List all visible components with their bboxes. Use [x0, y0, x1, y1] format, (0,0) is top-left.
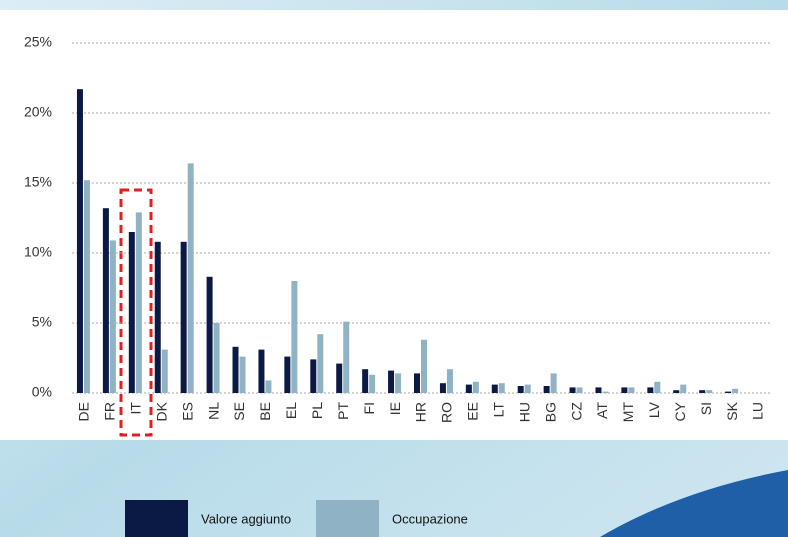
bar	[239, 356, 246, 393]
bar	[524, 384, 531, 393]
x-tick-label: HR	[413, 402, 429, 422]
x-tick-label: ES	[179, 402, 195, 421]
y-tick-label: 5%	[32, 314, 52, 330]
decor-wave	[600, 470, 788, 537]
bar	[109, 240, 116, 393]
bar	[388, 370, 395, 393]
bar	[284, 356, 291, 393]
x-tick-label: CY	[672, 401, 688, 421]
bar	[414, 373, 420, 393]
x-tick-label: BG	[542, 402, 558, 422]
legend: Valore aggiunto Occupazione	[125, 500, 468, 537]
x-tick-label: BE	[257, 402, 273, 421]
bar	[421, 339, 427, 393]
bar	[446, 369, 453, 393]
x-tick-label: SE	[231, 402, 247, 421]
bar	[543, 386, 550, 393]
bar	[732, 388, 739, 393]
bar	[491, 384, 498, 393]
x-tick-label: SI	[698, 402, 714, 415]
bar	[680, 384, 687, 393]
bar	[83, 180, 90, 393]
legend-label: Valore aggiunto	[201, 511, 291, 526]
legend-swatch	[125, 500, 188, 537]
x-tick-label: DK	[153, 401, 169, 421]
y-tick-label: 10%	[24, 244, 52, 260]
y-tick-label: 0%	[32, 384, 52, 400]
x-tick-label: LT	[490, 402, 506, 418]
bar	[654, 381, 661, 393]
x-tick-label: SK	[724, 401, 740, 420]
x-tick-label: MT	[620, 402, 636, 423]
y-tick-label: 15%	[24, 174, 52, 190]
bar	[602, 391, 609, 393]
bar	[595, 387, 602, 393]
x-tick-label: AT	[594, 402, 610, 419]
bar	[291, 281, 298, 393]
x-tick-label: PL	[309, 402, 325, 419]
bar	[128, 232, 135, 393]
x-tick-label: DE	[76, 402, 92, 421]
bar	[706, 390, 713, 393]
x-tick-label: IT	[128, 402, 144, 415]
bar	[343, 321, 350, 393]
bar	[647, 387, 654, 393]
highlight-box	[119, 188, 153, 437]
bar	[550, 373, 557, 393]
bar	[206, 276, 213, 393]
bar	[699, 390, 706, 393]
x-tick-label: NL	[205, 402, 221, 420]
x-tick-label: HU	[516, 402, 532, 422]
bar	[180, 241, 187, 393]
bar	[673, 390, 680, 393]
x-tick-label: FR	[102, 402, 118, 421]
x-tick-label: CZ	[568, 402, 584, 421]
legend-swatch	[316, 500, 379, 537]
bar	[154, 241, 161, 393]
bar	[395, 373, 402, 393]
bar	[317, 334, 324, 393]
x-tick-label: EL	[283, 402, 299, 419]
bar	[161, 349, 168, 393]
bar	[362, 369, 369, 393]
bar	[576, 387, 583, 393]
bar	[369, 374, 376, 393]
x-tick-label: FI	[361, 402, 377, 414]
y-tick-label: 20%	[24, 104, 52, 120]
bar	[336, 363, 343, 393]
bar	[517, 386, 524, 393]
bar	[628, 387, 635, 393]
bar	[472, 381, 479, 393]
bar	[439, 383, 446, 393]
bar	[569, 387, 576, 393]
bar	[135, 212, 142, 393]
bar	[102, 208, 109, 393]
legend-label: Occupazione	[392, 511, 468, 526]
x-tick-label: LU	[750, 402, 766, 420]
bar	[232, 346, 239, 393]
bar	[213, 323, 220, 393]
bar	[310, 359, 317, 393]
bar	[258, 349, 265, 393]
bar	[465, 384, 472, 393]
x-tick-label: IE	[387, 402, 403, 415]
bar	[187, 163, 194, 393]
x-tick-label: LV	[646, 401, 662, 418]
bar	[725, 391, 732, 393]
x-tick-label: PT	[335, 402, 351, 420]
bar	[498, 383, 505, 393]
x-tick-label: EE	[465, 402, 481, 421]
bar	[76, 89, 83, 393]
y-tick-label: 25%	[24, 34, 52, 50]
bar	[621, 387, 628, 393]
x-tick-label: RO	[439, 402, 455, 423]
bar	[265, 380, 272, 393]
